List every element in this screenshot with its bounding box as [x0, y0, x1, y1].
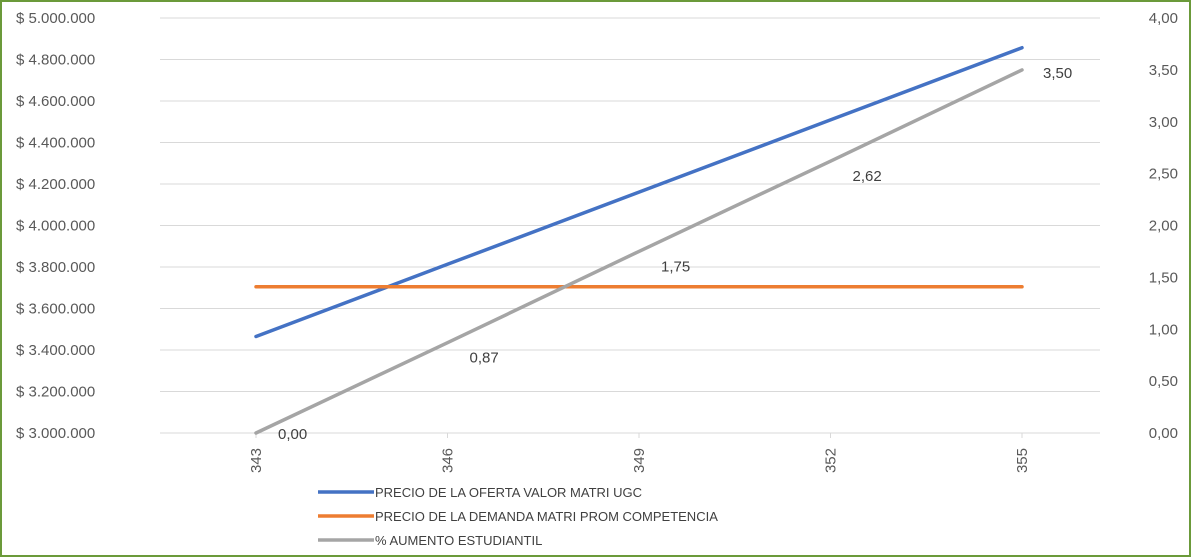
right-tick-label: 2,00: [1149, 218, 1178, 235]
data-label: 0,00: [278, 426, 307, 443]
right-axis-ticks: 0,00 0,50 1,00 1,50 2,00 2,50 3,00 3,50 4,00: [1149, 10, 1178, 442]
left-tick-label: $ 4.800.000: [16, 52, 95, 69]
data-label: 2,62: [853, 168, 882, 185]
gridlines: [160, 17, 1100, 434]
right-tick-label: 1,00: [1149, 321, 1178, 338]
series-line-1: [254, 45, 1024, 339]
x-tick-label: 346: [440, 448, 457, 473]
left-axis-ticks: $ 3.000.000 $ 3.200.000 $ 3.400.000 $ 3.600…: [16, 10, 95, 442]
x-axis-ticks: 343 346 349 352 355: [248, 433, 1031, 473]
data-label: 3,50: [1043, 65, 1072, 82]
right-tick-label: 2,50: [1149, 166, 1178, 183]
legend-entry: PRECIO DE LA DEMANDA MATRI PROM COMPETEN…: [375, 509, 718, 524]
left-tick-label: $ 5.000.000: [16, 10, 95, 27]
legend-entry: % AUMENTO ESTUDIANTIL: [375, 533, 542, 548]
left-tick-label: $ 3.600.000: [16, 301, 95, 318]
left-tick-label: $ 3.000.000: [16, 425, 95, 442]
series-lines: [254, 45, 1024, 435]
right-tick-label: 3,50: [1149, 62, 1178, 79]
right-tick-label: 1,50: [1149, 269, 1178, 286]
left-tick-label: $ 4.400.000: [16, 135, 95, 152]
left-tick-label: $ 4.200.000: [16, 176, 95, 193]
data-label: 1,75: [661, 258, 690, 275]
x-tick-label: 349: [631, 448, 648, 473]
x-tick-label: 343: [248, 448, 265, 473]
left-tick-label: $ 3.200.000: [16, 384, 95, 401]
data-labels: 0,00 0,87 1,75 2,62 3,50: [278, 65, 1072, 443]
legend-entry: PRECIO DE LA OFERTA VALOR MATRI UGC: [375, 485, 642, 500]
data-label: 0,87: [470, 350, 499, 367]
left-tick-label: $ 4.000.000: [16, 218, 95, 235]
right-tick-label: 4,00: [1149, 10, 1178, 27]
right-tick-label: 3,00: [1149, 114, 1178, 131]
left-tick-label: $ 3.800.000: [16, 259, 95, 276]
left-tick-label: $ 3.400.000: [16, 342, 95, 359]
right-tick-label: 0,50: [1149, 373, 1178, 390]
left-tick-label: $ 4.600.000: [16, 93, 95, 110]
right-tick-label: 0,00: [1149, 425, 1178, 442]
legend: PRECIO DE LA OFERTA VALOR MATRI UGC PRECI…: [318, 485, 718, 548]
x-tick-label: 355: [1014, 448, 1031, 473]
series-line-3: [254, 68, 1024, 435]
x-tick-label: 352: [823, 448, 840, 473]
